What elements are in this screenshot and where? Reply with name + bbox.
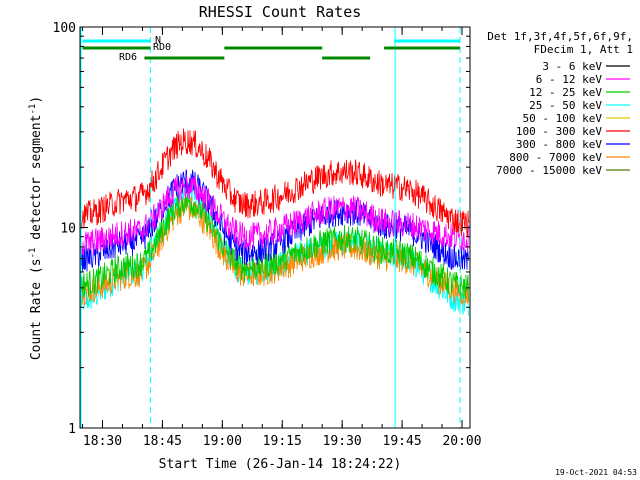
series-line-1 — [80, 174, 469, 256]
x-tick-label: 19:30 — [323, 434, 362, 449]
legend-label: 12 - 25 keV — [529, 86, 602, 99]
timestamp: 19-Oct-2021 04:53 — [555, 468, 637, 477]
series-line-5 — [80, 128, 469, 239]
x-axis: 18:30 18:45 19:00 19:15 19:30 19:45 20:00 — [82, 27, 482, 449]
y-tick-label: 1 — [68, 422, 76, 437]
x-tick-label: 19:15 — [263, 434, 302, 449]
x-tick-label: 20:00 — [442, 434, 481, 449]
y-axis-label-end: ) — [29, 96, 44, 104]
legend-label: 3 - 6 keV — [542, 60, 602, 73]
legend: Det 1f,3f,4f,5f,6f,9f, FDecim 1, Att 1 3… — [487, 30, 633, 177]
y-axis-label-main: Count Rate (s — [29, 258, 44, 360]
x-tick-label: 19:00 — [203, 434, 242, 449]
legend-label: 25 - 50 keV — [529, 99, 602, 112]
legend-label: 6 - 12 keV — [536, 73, 603, 86]
x-tick-label: 18:30 — [83, 434, 122, 449]
flag-label-n: N — [155, 35, 161, 46]
y-axis-label-sup-2: -1 — [28, 104, 38, 115]
x-tick-label: 19:45 — [383, 434, 422, 449]
y-axis-label: Count Rate (s-1 detector segment-1) — [28, 96, 44, 360]
legend-label: 50 - 100 keV — [523, 112, 603, 125]
legend-title-line-1: Det 1f,3f,4f,5f,6f,9f, — [487, 30, 633, 43]
legend-label: 100 - 300 keV — [516, 125, 602, 138]
y-axis-label-sup-1: -1 — [28, 248, 38, 259]
series-line-6 — [80, 169, 469, 272]
x-tick-label: 18:45 — [143, 434, 182, 449]
y-axis: 1 10 100 — [53, 21, 470, 437]
x-axis-label: Start Time (26-Jan-14 18:24:22) — [159, 457, 402, 472]
y-tick-label: 100 — [53, 21, 76, 36]
series-layer — [80, 128, 469, 317]
legend-title-line-2: FDecim 1, Att 1 — [534, 43, 633, 56]
chart-title: RHESSI Count Rates — [199, 3, 362, 21]
y-tick-label: 10 — [60, 222, 76, 237]
flag-label-rd0: RD0 — [153, 42, 171, 53]
legend-label: 800 - 7000 keV — [509, 151, 602, 164]
flag-label-rd6: RD6 — [119, 52, 137, 63]
legend-label: 7000 - 15000 keV — [496, 164, 602, 177]
y-axis-label-mid: detector segment — [29, 115, 44, 248]
legend-label: 300 - 800 keV — [516, 138, 602, 151]
